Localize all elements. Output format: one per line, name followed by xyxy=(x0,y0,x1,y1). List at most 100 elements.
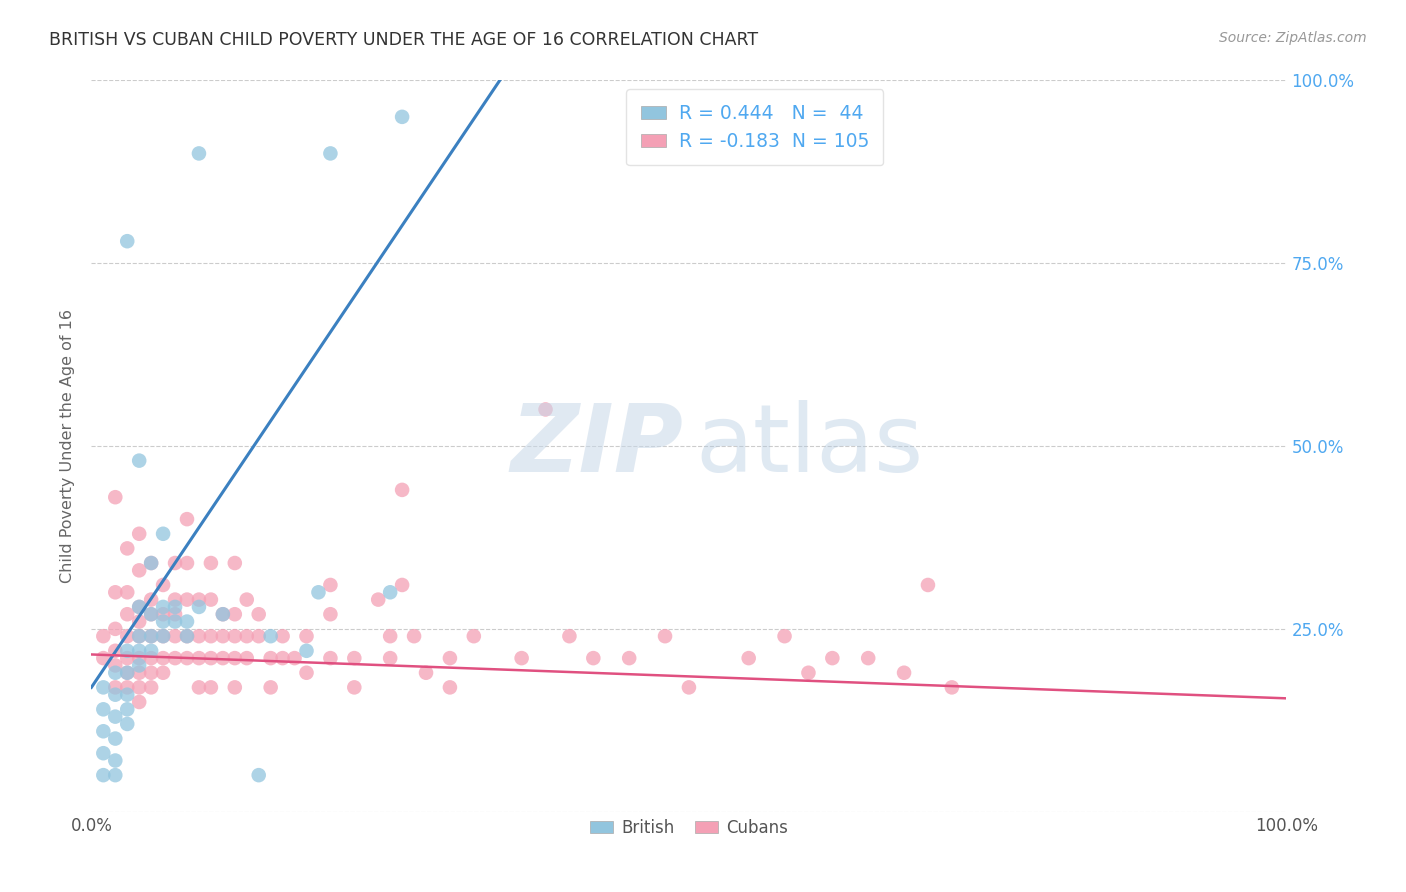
Text: BRITISH VS CUBAN CHILD POVERTY UNDER THE AGE OF 16 CORRELATION CHART: BRITISH VS CUBAN CHILD POVERTY UNDER THE… xyxy=(49,31,758,49)
Point xyxy=(247,768,270,782)
Point xyxy=(115,629,138,643)
Point xyxy=(224,651,246,665)
Point xyxy=(141,592,162,607)
Point xyxy=(367,592,389,607)
Point xyxy=(141,644,162,658)
Point xyxy=(104,731,127,746)
Point xyxy=(141,556,162,570)
Point xyxy=(176,512,198,526)
Point xyxy=(93,651,114,665)
Point xyxy=(115,688,138,702)
Text: Source: ZipAtlas.com: Source: ZipAtlas.com xyxy=(1219,31,1367,45)
Point xyxy=(141,607,162,622)
Point xyxy=(582,651,605,665)
Point xyxy=(619,651,641,665)
Point xyxy=(163,651,186,665)
Point xyxy=(235,629,259,643)
Point xyxy=(115,541,138,556)
Point xyxy=(115,702,138,716)
Point xyxy=(176,629,198,643)
Point xyxy=(152,651,174,665)
Point xyxy=(247,607,270,622)
Point xyxy=(439,651,461,665)
Point xyxy=(271,629,294,643)
Point xyxy=(391,483,413,497)
Point xyxy=(176,615,198,629)
Point xyxy=(534,402,557,417)
Text: atlas: atlas xyxy=(695,400,924,492)
Point xyxy=(163,592,186,607)
Point xyxy=(152,599,174,614)
Point xyxy=(128,599,150,614)
Point xyxy=(176,592,198,607)
Point xyxy=(115,585,138,599)
Point xyxy=(295,665,318,680)
Point xyxy=(176,629,198,643)
Point xyxy=(176,651,198,665)
Point xyxy=(141,629,162,643)
Point xyxy=(235,592,259,607)
Point xyxy=(378,629,402,643)
Point xyxy=(307,585,329,599)
Point xyxy=(104,665,127,680)
Point xyxy=(271,651,294,665)
Point xyxy=(141,665,162,680)
Point xyxy=(104,681,127,695)
Point xyxy=(773,629,796,643)
Point xyxy=(163,599,186,614)
Point xyxy=(141,607,162,622)
Point xyxy=(93,681,114,695)
Point xyxy=(247,629,270,643)
Point xyxy=(141,681,162,695)
Point xyxy=(128,629,150,643)
Point xyxy=(224,607,246,622)
Point xyxy=(93,702,114,716)
Point xyxy=(319,607,342,622)
Point xyxy=(115,651,138,665)
Point xyxy=(391,110,413,124)
Point xyxy=(104,644,127,658)
Point xyxy=(115,681,138,695)
Point xyxy=(163,615,186,629)
Point xyxy=(128,644,150,658)
Point xyxy=(439,681,461,695)
Point xyxy=(115,644,138,658)
Point xyxy=(893,665,915,680)
Point xyxy=(104,754,127,768)
Point xyxy=(821,651,844,665)
Point xyxy=(176,556,198,570)
Point xyxy=(187,681,211,695)
Point xyxy=(510,651,533,665)
Point xyxy=(319,651,342,665)
Point xyxy=(104,622,127,636)
Point xyxy=(128,526,150,541)
Point xyxy=(235,651,259,665)
Point xyxy=(128,453,150,467)
Point xyxy=(128,563,150,577)
Point xyxy=(104,768,127,782)
Point xyxy=(104,688,127,702)
Point xyxy=(295,629,318,643)
Point xyxy=(558,629,581,643)
Point xyxy=(152,607,174,622)
Point xyxy=(917,578,939,592)
Point xyxy=(295,644,318,658)
Point xyxy=(200,681,222,695)
Text: ZIP: ZIP xyxy=(510,400,683,492)
Point xyxy=(378,585,402,599)
Point xyxy=(211,651,233,665)
Point xyxy=(797,665,820,680)
Point xyxy=(187,651,211,665)
Point xyxy=(224,681,246,695)
Point xyxy=(93,724,114,739)
Point xyxy=(200,651,222,665)
Point xyxy=(128,681,150,695)
Point xyxy=(737,651,759,665)
Point xyxy=(187,599,211,614)
Point xyxy=(104,490,127,504)
Point xyxy=(152,629,174,643)
Point xyxy=(200,629,222,643)
Point xyxy=(152,665,174,680)
Point xyxy=(319,578,342,592)
Point xyxy=(343,651,366,665)
